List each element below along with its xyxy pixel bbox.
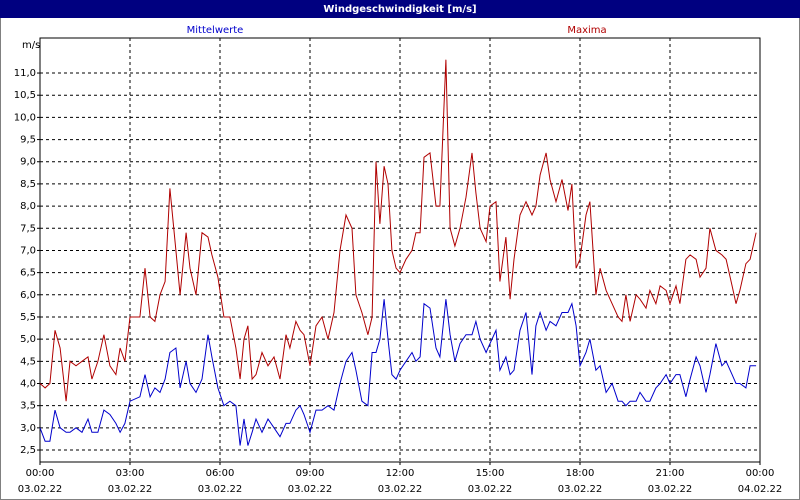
y-tick-label: 7,5	[20, 223, 36, 234]
y-tick-label: 5,0	[20, 334, 36, 345]
x-tick-label: 18:00	[566, 468, 595, 479]
x-tick-label: 00:00	[26, 468, 55, 479]
x-tick-date: 03.02.22	[468, 484, 513, 495]
y-tick-label: 10,0	[14, 112, 36, 123]
x-tick-label: 15:00	[476, 468, 505, 479]
x-tick-label: 21:00	[656, 468, 685, 479]
y-tick-label: 10,5	[14, 90, 36, 101]
y-tick-label: 6,5	[20, 268, 36, 279]
legend-label: Maxima	[567, 25, 606, 36]
x-tick-label: 12:00	[386, 468, 415, 479]
y-tick-label: 8,5	[20, 179, 36, 190]
x-tick-date: 03.02.22	[18, 484, 63, 495]
x-tick-label: 06:00	[206, 468, 235, 479]
legend-label: Mittelwerte	[187, 25, 244, 36]
x-tick-date: 03.02.22	[648, 484, 693, 495]
x-tick-date: 03.02.22	[378, 484, 423, 495]
y-tick-label: 3,5	[20, 401, 36, 412]
y-tick-label: 8,0	[20, 201, 36, 212]
y-tick-label: 3,0	[20, 423, 36, 434]
title-bar	[0, 0, 800, 18]
y-tick-label: 7,0	[20, 245, 36, 256]
x-tick-date: 03.02.22	[288, 484, 333, 495]
series-line	[39, 299, 757, 446]
x-tick-date: 03.02.22	[558, 484, 603, 495]
y-tick-label: 11,0	[14, 68, 36, 79]
x-tick-label: 09:00	[296, 468, 325, 479]
y-tick-label: 9,0	[20, 157, 36, 168]
chart-title: Windgeschwindigkeit [m/s]	[323, 4, 476, 15]
y-tick-label: 5,5	[20, 312, 36, 323]
x-tick-date: 03.02.22	[198, 484, 243, 495]
y-tick-label: 4,0	[20, 378, 36, 389]
x-tick-date: 04.02.22	[738, 484, 783, 495]
x-tick-label: 00:00	[746, 468, 775, 479]
y-tick-label: 4,5	[20, 356, 36, 367]
y-tick-label: 2,5	[20, 445, 36, 456]
series-line	[39, 59, 757, 402]
x-tick-label: 03:00	[116, 468, 145, 479]
y-tick-label: 9,5	[20, 135, 36, 146]
x-tick-date: 03.02.22	[108, 484, 153, 495]
y-unit-label: m/s	[22, 40, 40, 51]
y-tick-label: 6,0	[20, 290, 36, 301]
